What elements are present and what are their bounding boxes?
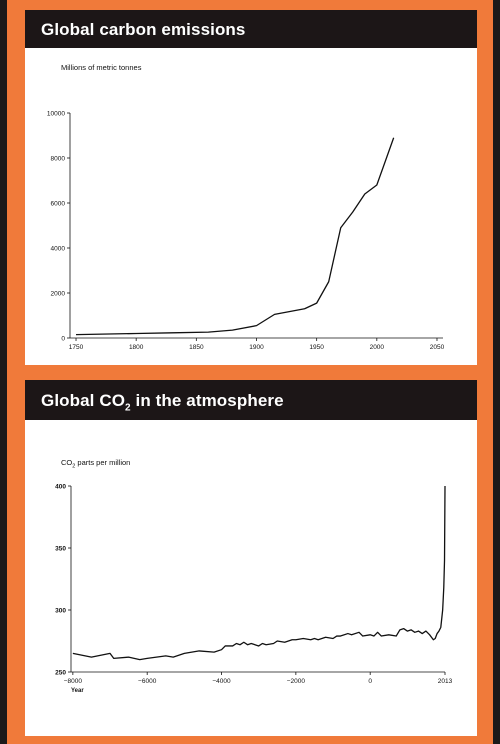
x-tick-label: −2000 — [287, 678, 306, 685]
emissions-chart: 0 2000 4000 6000 8000 10000 1750 1800 1850 1900 19… — [47, 111, 445, 352]
y-tick-label: 0 — [61, 336, 65, 343]
emissions-panel: Global carbon emissions Millions of metr… — [25, 10, 477, 365]
emissions-unit-label: Millions of metric tonnes — [61, 63, 142, 72]
y-tick-label: 4000 — [51, 246, 66, 253]
x-tick-label: 1850 — [189, 344, 204, 351]
x-tick-label: 1800 — [129, 344, 144, 351]
co2-unit-label: CO2 parts per million — [61, 458, 130, 470]
y-tick-label: 250 — [55, 670, 66, 677]
x-tick-label: −6000 — [138, 678, 157, 685]
x-tick-label: 0 — [368, 678, 372, 685]
x-tick-label: 1950 — [309, 344, 324, 351]
x-tick-label: 2050 — [430, 344, 445, 351]
y-tick-label: 10000 — [47, 111, 65, 118]
co2-panel: Global CO2 in the atmosphere CO2 parts p… — [25, 380, 477, 736]
x-tick-label: 2013 — [438, 678, 453, 685]
x-tick-label: 2000 — [370, 344, 385, 351]
y-tick-label: 300 — [55, 608, 66, 615]
x-tick-label: −4000 — [212, 678, 231, 685]
co2-unit-suffix: parts per million — [75, 458, 131, 467]
y-tick-label: 8000 — [51, 156, 66, 163]
x-tick-label: 1900 — [249, 344, 264, 351]
y-tick-label: 6000 — [51, 201, 66, 208]
series-line — [72, 485, 446, 661]
co2-chart: 250 300 350 400 −8000 −6000 −4000 −2000 0 2013 Yea… — [55, 484, 453, 695]
emissions-title: Global carbon emissions — [41, 20, 246, 39]
co2-title: Global CO2 in the atmosphere — [41, 391, 284, 413]
co2-title-sub: 2 — [125, 402, 131, 414]
emissions-panel-header: Global carbon emissions — [25, 10, 477, 48]
y-tick-label: 350 — [55, 546, 66, 553]
x-tick-label: −8000 — [64, 678, 83, 685]
co2-title-prefix: Global CO — [41, 391, 126, 410]
y-tick-label: 400 — [55, 484, 66, 491]
x-tick-label: 1750 — [69, 344, 84, 351]
series-line — [76, 137, 395, 336]
x-axis-label: Year — [71, 688, 84, 694]
co2-title-suffix: in the atmosphere — [130, 391, 284, 410]
co2-unit-prefix: CO — [61, 458, 73, 467]
y-tick-label: 2000 — [51, 291, 66, 298]
co2-unit-sub: 2 — [72, 463, 76, 470]
co2-panel-header: Global CO2 in the atmosphere — [25, 380, 477, 420]
